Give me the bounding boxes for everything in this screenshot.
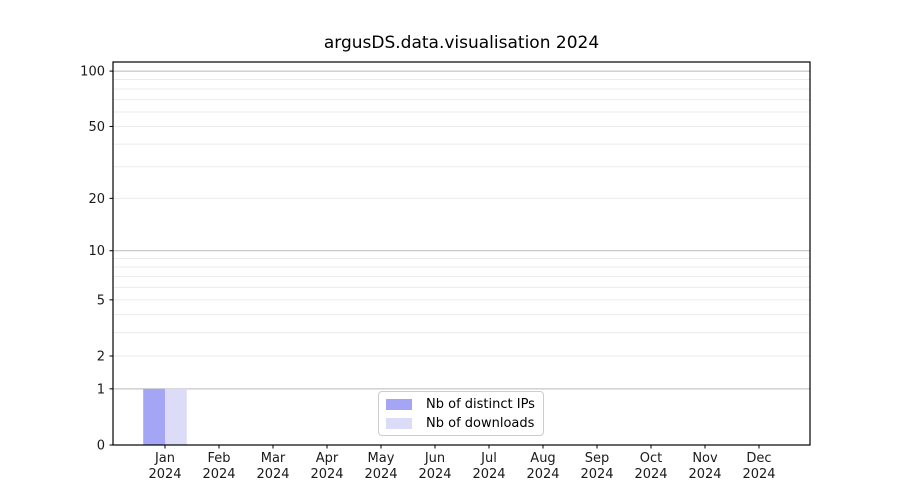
legend-swatch-downloads-icon [386, 417, 412, 429]
y-tick-label: 5 [97, 293, 105, 308]
x-tick-label-year: 2024 [472, 467, 505, 482]
legend-label-downloads: Nb of downloads [426, 415, 535, 431]
y-tick-label: 10 [88, 244, 105, 259]
chart-title: argusDS.data.visualisation 2024 [323, 33, 600, 53]
y-tick-label: 1 [97, 382, 105, 397]
x-tick-label-year: 2024 [310, 467, 343, 482]
x-tick-label-year: 2024 [688, 467, 721, 482]
x-tick-label-year: 2024 [256, 467, 289, 482]
y-tick-label: 0 [97, 439, 105, 454]
x-tick-label-month: Sep [585, 451, 610, 466]
y-tick-label: 100 [80, 65, 105, 80]
x-tick-label-year: 2024 [634, 467, 667, 482]
x-tick-label-month: May [368, 451, 395, 466]
x-tick-label-month: Jul [480, 451, 497, 466]
x-tick-label-month: Oct [640, 451, 662, 466]
x-tick-label-year: 2024 [418, 467, 451, 482]
y-tick-label: 20 [88, 192, 105, 207]
x-tick-label-month: Dec [746, 451, 771, 466]
legend-item-downloads: Nb of downloads [386, 416, 536, 431]
x-tick-label-year: 2024 [742, 467, 775, 482]
legend-label-distinct-ips: Nb of distinct IPs [426, 396, 535, 412]
x-tick-label-month: Aug [530, 451, 555, 466]
x-tick-label-month: Jun [424, 451, 445, 466]
y-tick-label: 50 [88, 120, 105, 135]
x-tick-label-year: 2024 [202, 467, 235, 482]
x-tick-label-year: 2024 [364, 467, 397, 482]
bar-jan-series1 [165, 388, 187, 445]
legend-swatch-distinct-ips-icon [386, 398, 412, 410]
x-tick-label-year: 2024 [526, 467, 559, 482]
x-tick-label-month: Mar [261, 451, 286, 466]
x-tick-label-month: Apr [316, 451, 339, 466]
x-tick-label-month: Feb [207, 451, 230, 466]
bar-jan-series0 [143, 388, 165, 445]
x-tick-label-month: Jan [154, 451, 175, 466]
x-tick-label-year: 2024 [580, 467, 613, 482]
legend-item-distinct-ips: Nb of distinct IPs [386, 397, 536, 412]
y-tick-label: 2 [97, 349, 105, 364]
axes-spines [112, 61, 811, 446]
legend: Nb of distinct IPs Nb of downloads [378, 391, 544, 436]
x-tick-label-year: 2024 [148, 467, 181, 482]
x-tick-label-month: Nov [692, 451, 718, 466]
